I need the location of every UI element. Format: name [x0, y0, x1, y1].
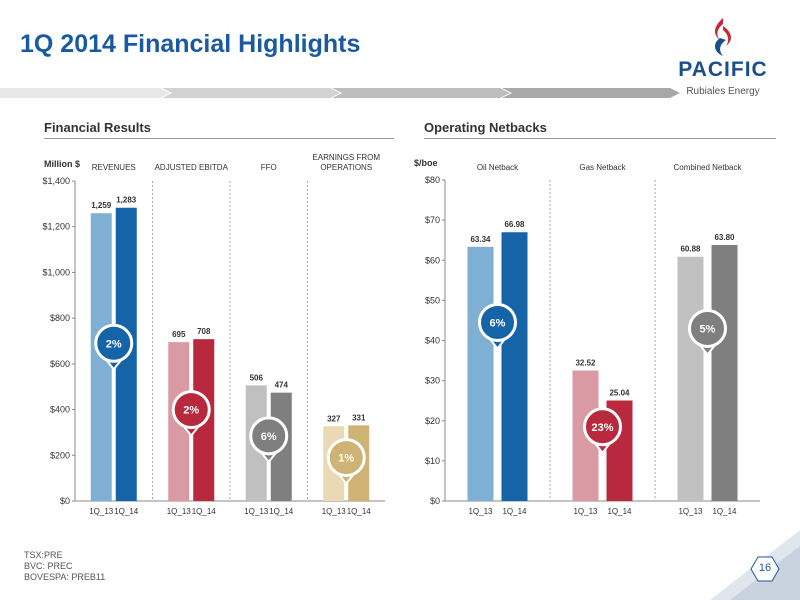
y-axis-label: $/boe	[414, 158, 438, 168]
x-tick-label: 1Q_13	[89, 507, 114, 516]
slide-title: 1Q 2014 Financial Highlights	[20, 30, 361, 58]
data-label: 63.80	[714, 233, 735, 242]
x-tick-label: 1Q_14	[347, 507, 372, 516]
change-label: 2%	[183, 405, 199, 417]
change-badge	[171, 390, 211, 430]
data-label: 695	[172, 330, 186, 339]
section-title-netbacks: Operating Netbacks	[424, 120, 547, 135]
y-tick-label: $0	[430, 496, 440, 506]
change-label: 6%	[261, 431, 277, 443]
group-header: OPERATIONS	[320, 163, 372, 172]
y-tick-label: $60	[425, 255, 440, 265]
bar	[677, 256, 704, 501]
bar	[501, 232, 528, 502]
change-badge	[583, 407, 622, 447]
x-tick-label: 1Q_14	[192, 507, 217, 516]
group-header: Combined Netback	[673, 163, 742, 172]
data-label: 474	[275, 381, 289, 390]
data-label: 25.04	[609, 389, 630, 398]
x-tick-label: 1Q_13	[468, 507, 493, 516]
y-tick-label: $1,000	[42, 267, 70, 277]
footer-ticker: TSX:PRE	[24, 550, 63, 560]
x-tick-label: 1Q_14	[269, 507, 294, 516]
company-logo: PACIFIC Rubiales Energy	[668, 14, 778, 104]
footer-ticker: BVC: PREC	[24, 561, 73, 571]
group-header: Oil Netback	[477, 163, 519, 172]
group-header: FFO	[261, 163, 277, 172]
y-tick-label: $70	[425, 215, 440, 225]
data-label: 506	[250, 373, 264, 382]
bar	[467, 246, 494, 501]
change-badge	[249, 416, 289, 456]
data-label: 66.98	[504, 220, 525, 229]
decorative-arrows	[0, 88, 680, 98]
section-divider	[44, 138, 394, 139]
section-title-financial: Financial Results	[44, 120, 151, 135]
y-tick-label: $0	[60, 496, 70, 506]
logo-subtitle: Rubiales Energy	[686, 86, 760, 97]
x-tick-label: 1Q_14	[607, 507, 632, 516]
y-tick-label: $50	[425, 295, 440, 305]
y-tick-label: $1,200	[42, 222, 70, 232]
y-tick-label: $20	[425, 416, 440, 426]
x-tick-label: 1Q_14	[114, 507, 139, 516]
y-axis-label: Million $	[44, 159, 80, 169]
flame-icon	[714, 18, 732, 56]
data-label: 60.88	[680, 245, 701, 254]
x-tick-label: 1Q_13	[573, 507, 598, 516]
section-divider	[424, 138, 776, 139]
y-tick-label: $1,400	[42, 176, 70, 186]
change-badge	[94, 323, 134, 363]
change-badge	[326, 438, 366, 478]
y-tick-label: $600	[50, 359, 70, 369]
data-label: 708	[197, 327, 211, 336]
page-number: 16	[758, 562, 772, 574]
bar	[711, 245, 738, 501]
x-tick-label: 1Q_13	[244, 507, 269, 516]
y-tick-label: $80	[425, 175, 440, 185]
change-label: 6%	[490, 317, 506, 329]
x-tick-label: 1Q_14	[712, 507, 737, 516]
footer-tickers: TSX:PRE BVC: PREC BOVESPA: PREB11	[24, 550, 105, 583]
x-tick-label: 1Q_13	[322, 507, 347, 516]
y-tick-label: $200	[50, 450, 70, 460]
data-label: 327	[327, 414, 341, 423]
x-tick-label: 1Q_13	[167, 507, 192, 516]
x-tick-label: 1Q_14	[502, 507, 527, 516]
footer-ticker: BOVESPA: PREB11	[24, 572, 106, 582]
group-header: ADJUSTED EBITDA	[155, 163, 229, 172]
y-tick-label: $10	[425, 456, 440, 466]
data-label: 1,283	[116, 196, 137, 205]
change-label: 1%	[338, 453, 354, 465]
change-label: 23%	[591, 422, 613, 434]
data-label: 32.52	[575, 359, 596, 368]
data-label: 331	[352, 413, 366, 422]
group-header: Gas Netback	[579, 163, 626, 172]
group-header: REVENUES	[92, 163, 136, 172]
y-tick-label: $30	[425, 376, 440, 386]
change-badge	[688, 308, 727, 348]
change-badge	[478, 302, 517, 342]
y-tick-label: $800	[50, 313, 70, 323]
group-header: EARNINGS FROM	[312, 153, 380, 162]
data-label: 1,259	[91, 201, 112, 210]
page-number-badge	[750, 556, 780, 582]
change-label: 5%	[700, 323, 716, 335]
data-label: 63.34	[470, 235, 491, 244]
y-tick-label: $40	[425, 336, 440, 346]
x-tick-label: 1Q_13	[678, 507, 703, 516]
change-label: 2%	[106, 338, 122, 350]
logo-name: PACIFIC	[678, 58, 768, 81]
y-tick-label: $400	[50, 405, 70, 415]
